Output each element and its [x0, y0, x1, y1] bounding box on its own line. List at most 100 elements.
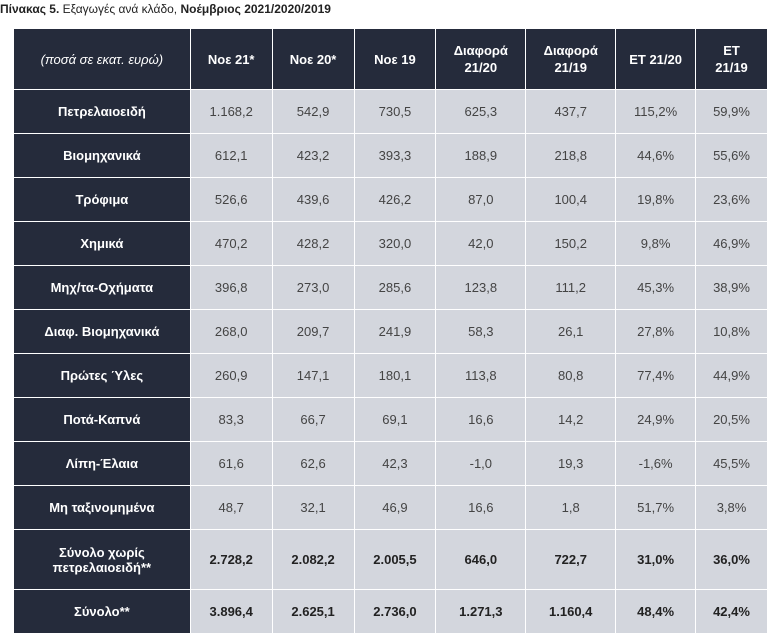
- row-label-text: πετρελαιοειδή**: [52, 559, 152, 575]
- value-cell: 42,3: [353, 441, 437, 486]
- value-cell: 393,3: [353, 133, 437, 178]
- row-label-text: Λίπη-Έλαια: [65, 456, 138, 471]
- table-row: Πρώτες Ύλες 260,9 147,1 180,1 113,8 80,8 77,4%…: [13, 353, 768, 398]
- header-cell: ΕΤ 21/19: [695, 28, 768, 90]
- header-cell: Διαφορά 21/19: [525, 28, 617, 90]
- value-cell: 268,0: [189, 309, 273, 354]
- total-row: Σύνολο χωρίς πετρελαιοειδή** 2.728,2 2.082,…: [13, 529, 768, 590]
- value-cell: 48,4%: [615, 589, 697, 634]
- row-label: Βιομηχανικά: [13, 133, 191, 178]
- row-label: Χημικά: [13, 221, 191, 266]
- header-text: Νοε 20*: [289, 51, 337, 67]
- row-label-text: Διαφ. Βιομηχανικά: [44, 324, 160, 339]
- value-cell: 46,9%: [695, 221, 768, 266]
- header-text: Νοε 21*: [207, 51, 255, 67]
- header-cell: Νοε 20*: [271, 28, 355, 90]
- value-cell: 2.005,5: [353, 529, 437, 590]
- table-row: Βιομηχανικά 612,1 423,2 393,3 188,9 218,8 44,6…: [13, 133, 768, 178]
- value-cell: 260,9: [189, 353, 273, 398]
- value-cell: 426,2: [353, 177, 437, 222]
- value-cell: 32,1: [271, 485, 355, 530]
- value-cell: 241,9: [353, 309, 437, 354]
- header-cell: ΕΤ 21/20: [615, 28, 697, 90]
- value-cell: 58,3: [435, 309, 527, 354]
- row-label-text: Μηχ/τα-Οχήματα: [50, 280, 154, 295]
- value-cell: 69,1: [353, 397, 437, 442]
- row-label-text: Πετρελαιοειδή: [57, 104, 146, 119]
- value-cell: 423,2: [271, 133, 355, 178]
- row-label-text: Τρόφιμα: [75, 192, 129, 207]
- row-label: Σύνολο χωρίς πετρελαιοειδή**: [13, 529, 191, 590]
- value-cell: 44,6%: [615, 133, 697, 178]
- row-label: Διαφ. Βιομηχανικά: [13, 309, 191, 354]
- row-label-text: Μη ταξινομημένα: [49, 500, 155, 515]
- value-cell: 16,6: [435, 485, 527, 530]
- value-cell: 526,6: [189, 177, 273, 222]
- value-cell: 180,1: [353, 353, 437, 398]
- value-cell: 45,3%: [615, 265, 697, 310]
- value-cell: 396,8: [189, 265, 273, 310]
- value-cell: 2.736,0: [353, 589, 437, 634]
- value-cell: 123,8: [435, 265, 527, 310]
- table-row: Διαφ. Βιομηχανικά 268,0 209,7 241,9 58,3 26,1…: [13, 309, 768, 354]
- header-text: Διαφορά: [453, 43, 508, 58]
- value-cell: 14,2: [525, 397, 617, 442]
- value-cell: 87,0: [435, 177, 527, 222]
- row-label-text: Χημικά: [80, 236, 124, 251]
- table-row: Ποτά-Καπνά 83,3 66,7 69,1 16,6 14,2 24,9% 20,5%: [13, 397, 768, 442]
- caption-text: Εξαγωγές ανά κλάδο,: [59, 2, 181, 16]
- header-text: ΕΤ 21/20: [629, 51, 682, 67]
- value-cell: 66,7: [271, 397, 355, 442]
- row-label: Ποτά-Καπνά: [13, 397, 191, 442]
- value-cell: 19,3: [525, 441, 617, 486]
- value-cell: 3.896,4: [189, 589, 273, 634]
- value-cell: 218,8: [525, 133, 617, 178]
- table-row: Τρόφιμα 526,6 439,6 426,2 87,0 100,4 19,8% 23,6…: [13, 177, 768, 222]
- value-cell: 625,3: [435, 89, 527, 134]
- value-cell: 10,8%: [695, 309, 768, 354]
- header-text: ΕΤ: [723, 43, 740, 58]
- value-cell: 542,9: [271, 89, 355, 134]
- value-cell: 320,0: [353, 221, 437, 266]
- value-cell: 439,6: [271, 177, 355, 222]
- row-label: Μη ταξινομημένα: [13, 485, 191, 530]
- value-cell: 2.728,2: [189, 529, 273, 590]
- value-cell: 77,4%: [615, 353, 697, 398]
- value-cell: 19,8%: [615, 177, 697, 222]
- row-label-text: Ποτά-Καπνά: [63, 412, 141, 427]
- value-cell: 26,1: [525, 309, 617, 354]
- row-label: Πετρελαιοειδή: [13, 89, 191, 134]
- value-cell: 209,7: [271, 309, 355, 354]
- value-cell: 24,9%: [615, 397, 697, 442]
- value-cell: 730,5: [353, 89, 437, 134]
- header-text: (ποσά σε εκατ. ευρώ): [40, 51, 164, 67]
- table-row: Λίπη-Έλαια 61,6 62,6 42,3 -1,0 19,3 -1,6% 45,5%: [13, 441, 768, 486]
- header-text: Νοε 19: [374, 51, 416, 67]
- table-row: Χημικά 470,2 428,2 320,0 42,0 150,2 9,8% 46,9%: [13, 221, 768, 266]
- value-cell: 27,8%: [615, 309, 697, 354]
- value-cell: 612,1: [189, 133, 273, 178]
- value-cell: 48,7: [189, 485, 273, 530]
- value-cell: 80,8: [525, 353, 617, 398]
- table-row: Πετρελαιοειδή 1.168,2 542,9 730,5 625,3 437,7…: [13, 89, 768, 134]
- value-cell: 1.160,4: [525, 589, 617, 634]
- value-cell: 51,7%: [615, 485, 697, 530]
- value-cell: 722,7: [525, 529, 617, 590]
- value-cell: 111,2: [525, 265, 617, 310]
- value-cell: 100,4: [525, 177, 617, 222]
- table-caption: Πίνακας 5. Εξαγωγές ανά κλάδο, Νοέμβριος…: [0, 0, 331, 20]
- value-cell: 44,9%: [695, 353, 768, 398]
- value-cell: 1,8: [525, 485, 617, 530]
- value-cell: 428,2: [271, 221, 355, 266]
- row-label-text: Βιομηχανικά: [63, 148, 141, 163]
- header-cell: Νοε 19: [353, 28, 437, 90]
- header-text: 21/19: [715, 60, 748, 75]
- table-row: Μηχ/τα-Οχήματα 396,8 273,0 285,6 123,8 111,2 4…: [13, 265, 768, 310]
- value-cell: 437,7: [525, 89, 617, 134]
- header-cell-unit: (ποσά σε εκατ. ευρώ): [13, 28, 191, 90]
- value-cell: 470,2: [189, 221, 273, 266]
- value-cell: 55,6%: [695, 133, 768, 178]
- value-cell: 3,8%: [695, 485, 768, 530]
- row-label-text: Σύνολο χωρίς: [58, 544, 145, 560]
- caption-prefix: Πίνακας 5.: [0, 2, 60, 16]
